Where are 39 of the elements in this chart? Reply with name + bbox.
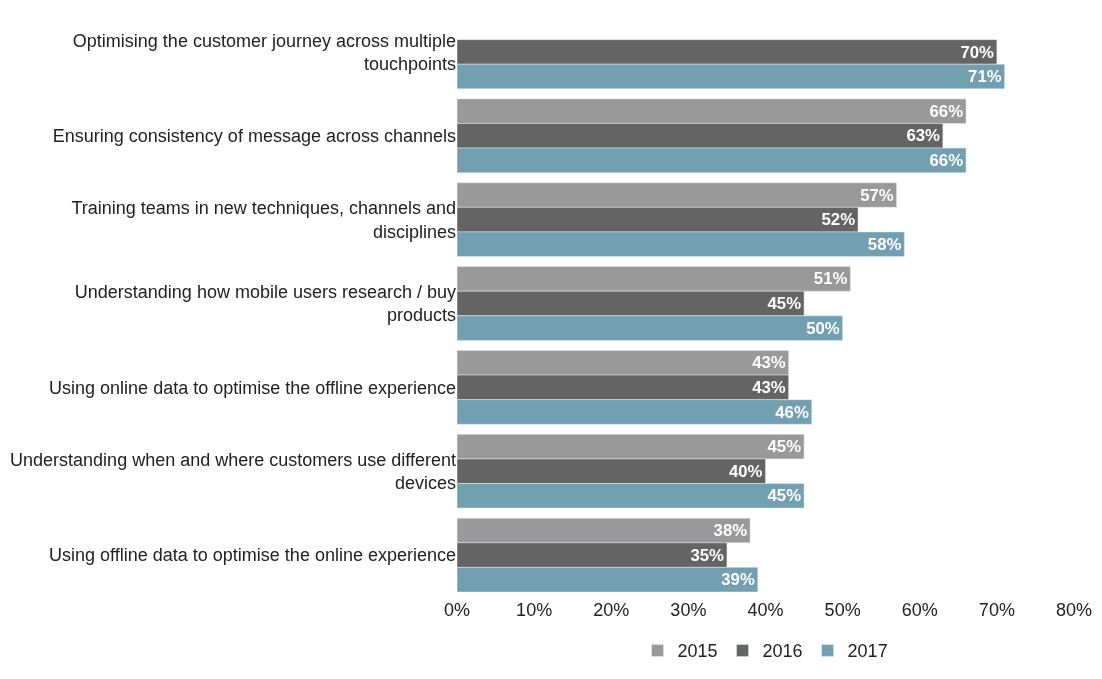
x-tick-label: 20% [593, 600, 630, 620]
data-label: 45% [767, 486, 802, 506]
data-label: 70% [960, 42, 994, 62]
x-tick-label: 50% [824, 600, 861, 620]
data-label: 45% [767, 437, 802, 457]
x-tick-label: 10% [516, 600, 553, 620]
data-label: 57% [860, 185, 894, 205]
data-label: 43% [752, 377, 786, 397]
data-label: 46% [775, 402, 809, 422]
y-tick-label: Ensuring consistency of message across channels [52, 126, 456, 147]
data-label: 38% [713, 521, 748, 541]
data-label: 71% [968, 67, 1002, 87]
y-tick-label: Training teams in new techniques, channels and disciplines [71, 198, 456, 242]
x-tick-label: 30% [670, 600, 707, 620]
legend-label: 2015 [677, 641, 718, 662]
data-label: 63% [906, 126, 941, 146]
data-label: 58% [867, 234, 902, 254]
x-tick-label: 60% [901, 600, 938, 620]
x-tick-label: 0% [443, 600, 471, 620]
legend-label: 2016 [762, 641, 803, 662]
data-label: 40% [729, 461, 763, 481]
x-tick-label: 70% [978, 600, 1015, 620]
data-label: 35% [690, 545, 725, 565]
data-label: 45% [767, 294, 802, 314]
data-label: 39% [721, 570, 755, 590]
x-tick-label: 80% [1055, 600, 1093, 620]
legend-label: 2017 [847, 641, 888, 662]
x-tick-label: 40% [747, 600, 784, 620]
y-tick-label: Using offline data to optimise the online experience [49, 545, 456, 566]
y-tick-label: Understanding when and where customers use different devices [10, 449, 456, 494]
y-tick-label: Optimising the customer journey across multiple touchpoints [72, 30, 456, 74]
data-label: 66% [929, 101, 964, 121]
data-label: 50% [806, 318, 840, 338]
data-label: 52% [821, 210, 856, 230]
y-tick-label: Using online data to optimise the offline experience [49, 377, 456, 398]
data-label: 66% [929, 150, 964, 170]
data-label: 43% [752, 353, 786, 373]
data-label: 51% [813, 269, 848, 289]
y-tick-label: Understanding how mobile users research / buy products [74, 282, 456, 326]
